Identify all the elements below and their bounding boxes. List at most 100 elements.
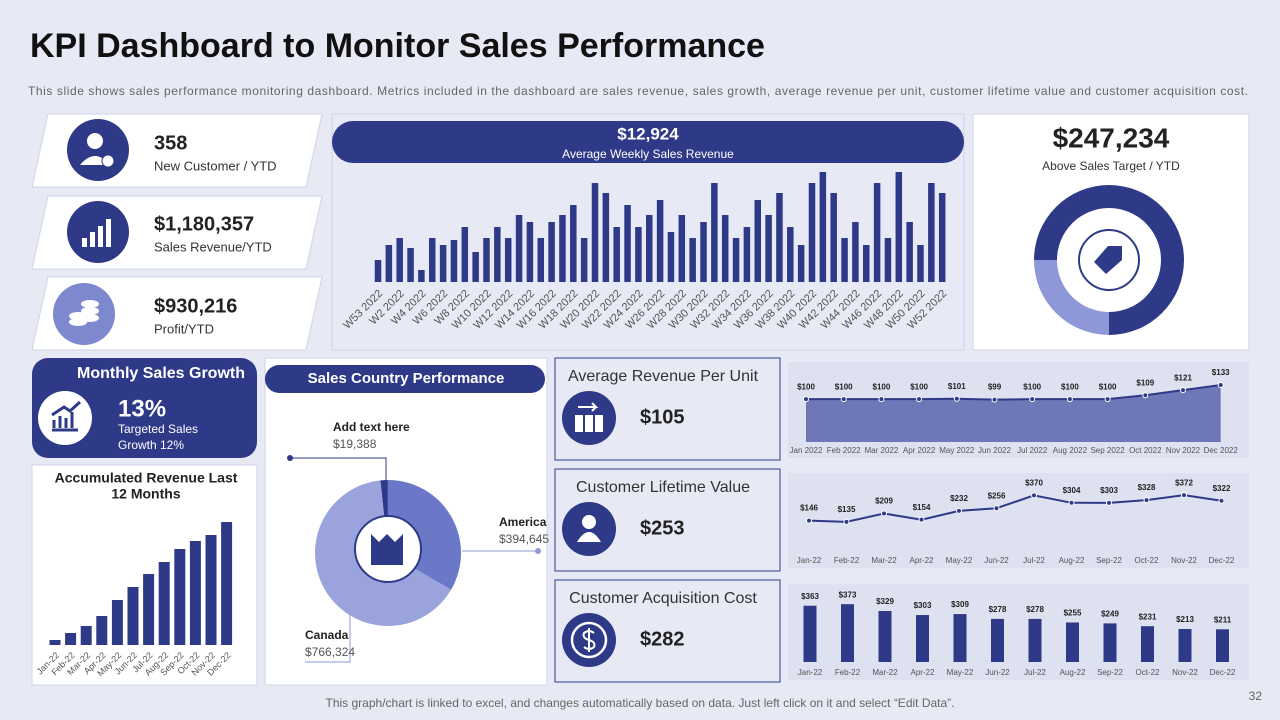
slice bbox=[1034, 185, 1184, 335]
bar bbox=[461, 227, 469, 282]
bar bbox=[928, 183, 935, 282]
bar bbox=[1141, 626, 1154, 662]
x-tick-label: Oct-22 bbox=[1134, 556, 1159, 565]
bar bbox=[873, 183, 881, 282]
growth-title: Monthly Sales Growth bbox=[77, 365, 245, 382]
icon-shape bbox=[577, 532, 601, 542]
point bbox=[1104, 396, 1111, 403]
bar bbox=[472, 252, 479, 282]
x-tick-label: Apr 2022 bbox=[903, 446, 936, 455]
data-label: $278 bbox=[1026, 605, 1044, 614]
bar bbox=[1216, 629, 1229, 662]
x-tick-label: Mar-22 bbox=[872, 668, 898, 677]
data-label: $100 bbox=[797, 382, 815, 391]
x-tick-label: Jan-22 bbox=[798, 668, 823, 677]
point bbox=[1218, 497, 1225, 504]
bar bbox=[754, 200, 761, 282]
x-tick-label: Nov-22 bbox=[1171, 556, 1197, 565]
data-label: $209 bbox=[875, 497, 893, 506]
data-label: $146 bbox=[800, 504, 818, 513]
bar bbox=[515, 215, 523, 282]
target-label: Above Sales Target / YTD bbox=[1042, 159, 1180, 173]
target-value: $247,234 bbox=[1053, 122, 1170, 153]
point bbox=[878, 396, 885, 403]
icon-shape bbox=[582, 628, 596, 652]
data-label: $100 bbox=[873, 382, 891, 391]
slice-label: Add text here bbox=[333, 420, 410, 434]
bar bbox=[819, 172, 827, 282]
metric-title: Average Revenue Per Unit bbox=[568, 368, 759, 385]
bar bbox=[158, 562, 170, 645]
bar bbox=[1178, 628, 1192, 662]
bar bbox=[111, 600, 123, 645]
x-tick-label: May-22 bbox=[946, 556, 973, 565]
data-label: $370 bbox=[1025, 478, 1043, 487]
point bbox=[1143, 497, 1150, 504]
slice bbox=[1034, 260, 1109, 335]
point bbox=[806, 517, 812, 524]
point bbox=[881, 510, 887, 517]
accumulated-title: Accumulated Revenue Last bbox=[55, 470, 238, 486]
x-tick-label: Nov 2022 bbox=[1166, 446, 1201, 455]
bar bbox=[863, 245, 870, 282]
metric-boxes: Average Revenue Per Unit $105 Customer L… bbox=[554, 357, 781, 683]
bar bbox=[613, 227, 620, 282]
bar bbox=[721, 215, 729, 282]
bar bbox=[96, 616, 108, 645]
slice-value: $19,388 bbox=[333, 437, 377, 451]
x-tick-label: Aug 2022 bbox=[1053, 446, 1088, 455]
x-tick-label: Sep-22 bbox=[1096, 556, 1122, 565]
x-tick-label: Nov-22 bbox=[1172, 668, 1198, 677]
x-tick-label: Aug-22 bbox=[1059, 556, 1085, 565]
data-label: $101 bbox=[948, 382, 966, 391]
point bbox=[1142, 392, 1149, 399]
country-title: Sales Country Performance bbox=[308, 370, 505, 387]
x-tick-label: May-22 bbox=[947, 668, 974, 677]
x-tick-label: Aug-22 bbox=[1060, 668, 1086, 677]
point bbox=[956, 507, 962, 514]
metric-value: $253 bbox=[640, 517, 685, 539]
point bbox=[991, 396, 998, 403]
bar bbox=[537, 238, 544, 282]
point bbox=[1106, 499, 1112, 506]
bar bbox=[580, 238, 588, 282]
data-label: $211 bbox=[1214, 615, 1232, 624]
kpi-value: $930,216 bbox=[154, 295, 237, 317]
point bbox=[803, 396, 809, 403]
bar bbox=[797, 245, 805, 282]
bar bbox=[559, 215, 566, 282]
data-label: $231 bbox=[1139, 612, 1157, 621]
x-tick-label: Feb-22 bbox=[835, 668, 861, 677]
point bbox=[843, 518, 850, 525]
slice-label: America bbox=[499, 515, 547, 529]
point bbox=[993, 505, 1000, 512]
icon-shape bbox=[69, 300, 99, 326]
metric-value: $105 bbox=[640, 406, 685, 428]
point bbox=[1066, 396, 1073, 403]
point bbox=[916, 396, 923, 403]
data-label: $135 bbox=[838, 505, 856, 514]
kpi-label: New Customer / YTD bbox=[154, 158, 277, 173]
icon-shape bbox=[371, 534, 403, 565]
cac-panel bbox=[788, 584, 1249, 680]
bar bbox=[504, 238, 512, 282]
icon-shape bbox=[87, 133, 103, 149]
data-label: $278 bbox=[989, 605, 1007, 614]
icon-shape bbox=[51, 400, 82, 432]
data-label: $100 bbox=[1099, 382, 1117, 391]
bar bbox=[65, 633, 77, 645]
bar bbox=[732, 238, 740, 282]
bar bbox=[635, 227, 642, 282]
bar bbox=[991, 618, 1004, 662]
country-header bbox=[265, 365, 545, 393]
bar bbox=[205, 535, 217, 645]
bar bbox=[1066, 622, 1079, 662]
x-tick-label: Jan-22 bbox=[797, 556, 822, 565]
leader-lines bbox=[290, 457, 538, 663]
bar bbox=[602, 193, 610, 282]
slice-value: $766,324 bbox=[305, 645, 355, 659]
bar bbox=[700, 222, 707, 282]
x-tick-label: Mar-22 bbox=[871, 556, 897, 565]
bar bbox=[895, 172, 903, 282]
bar bbox=[418, 270, 425, 282]
